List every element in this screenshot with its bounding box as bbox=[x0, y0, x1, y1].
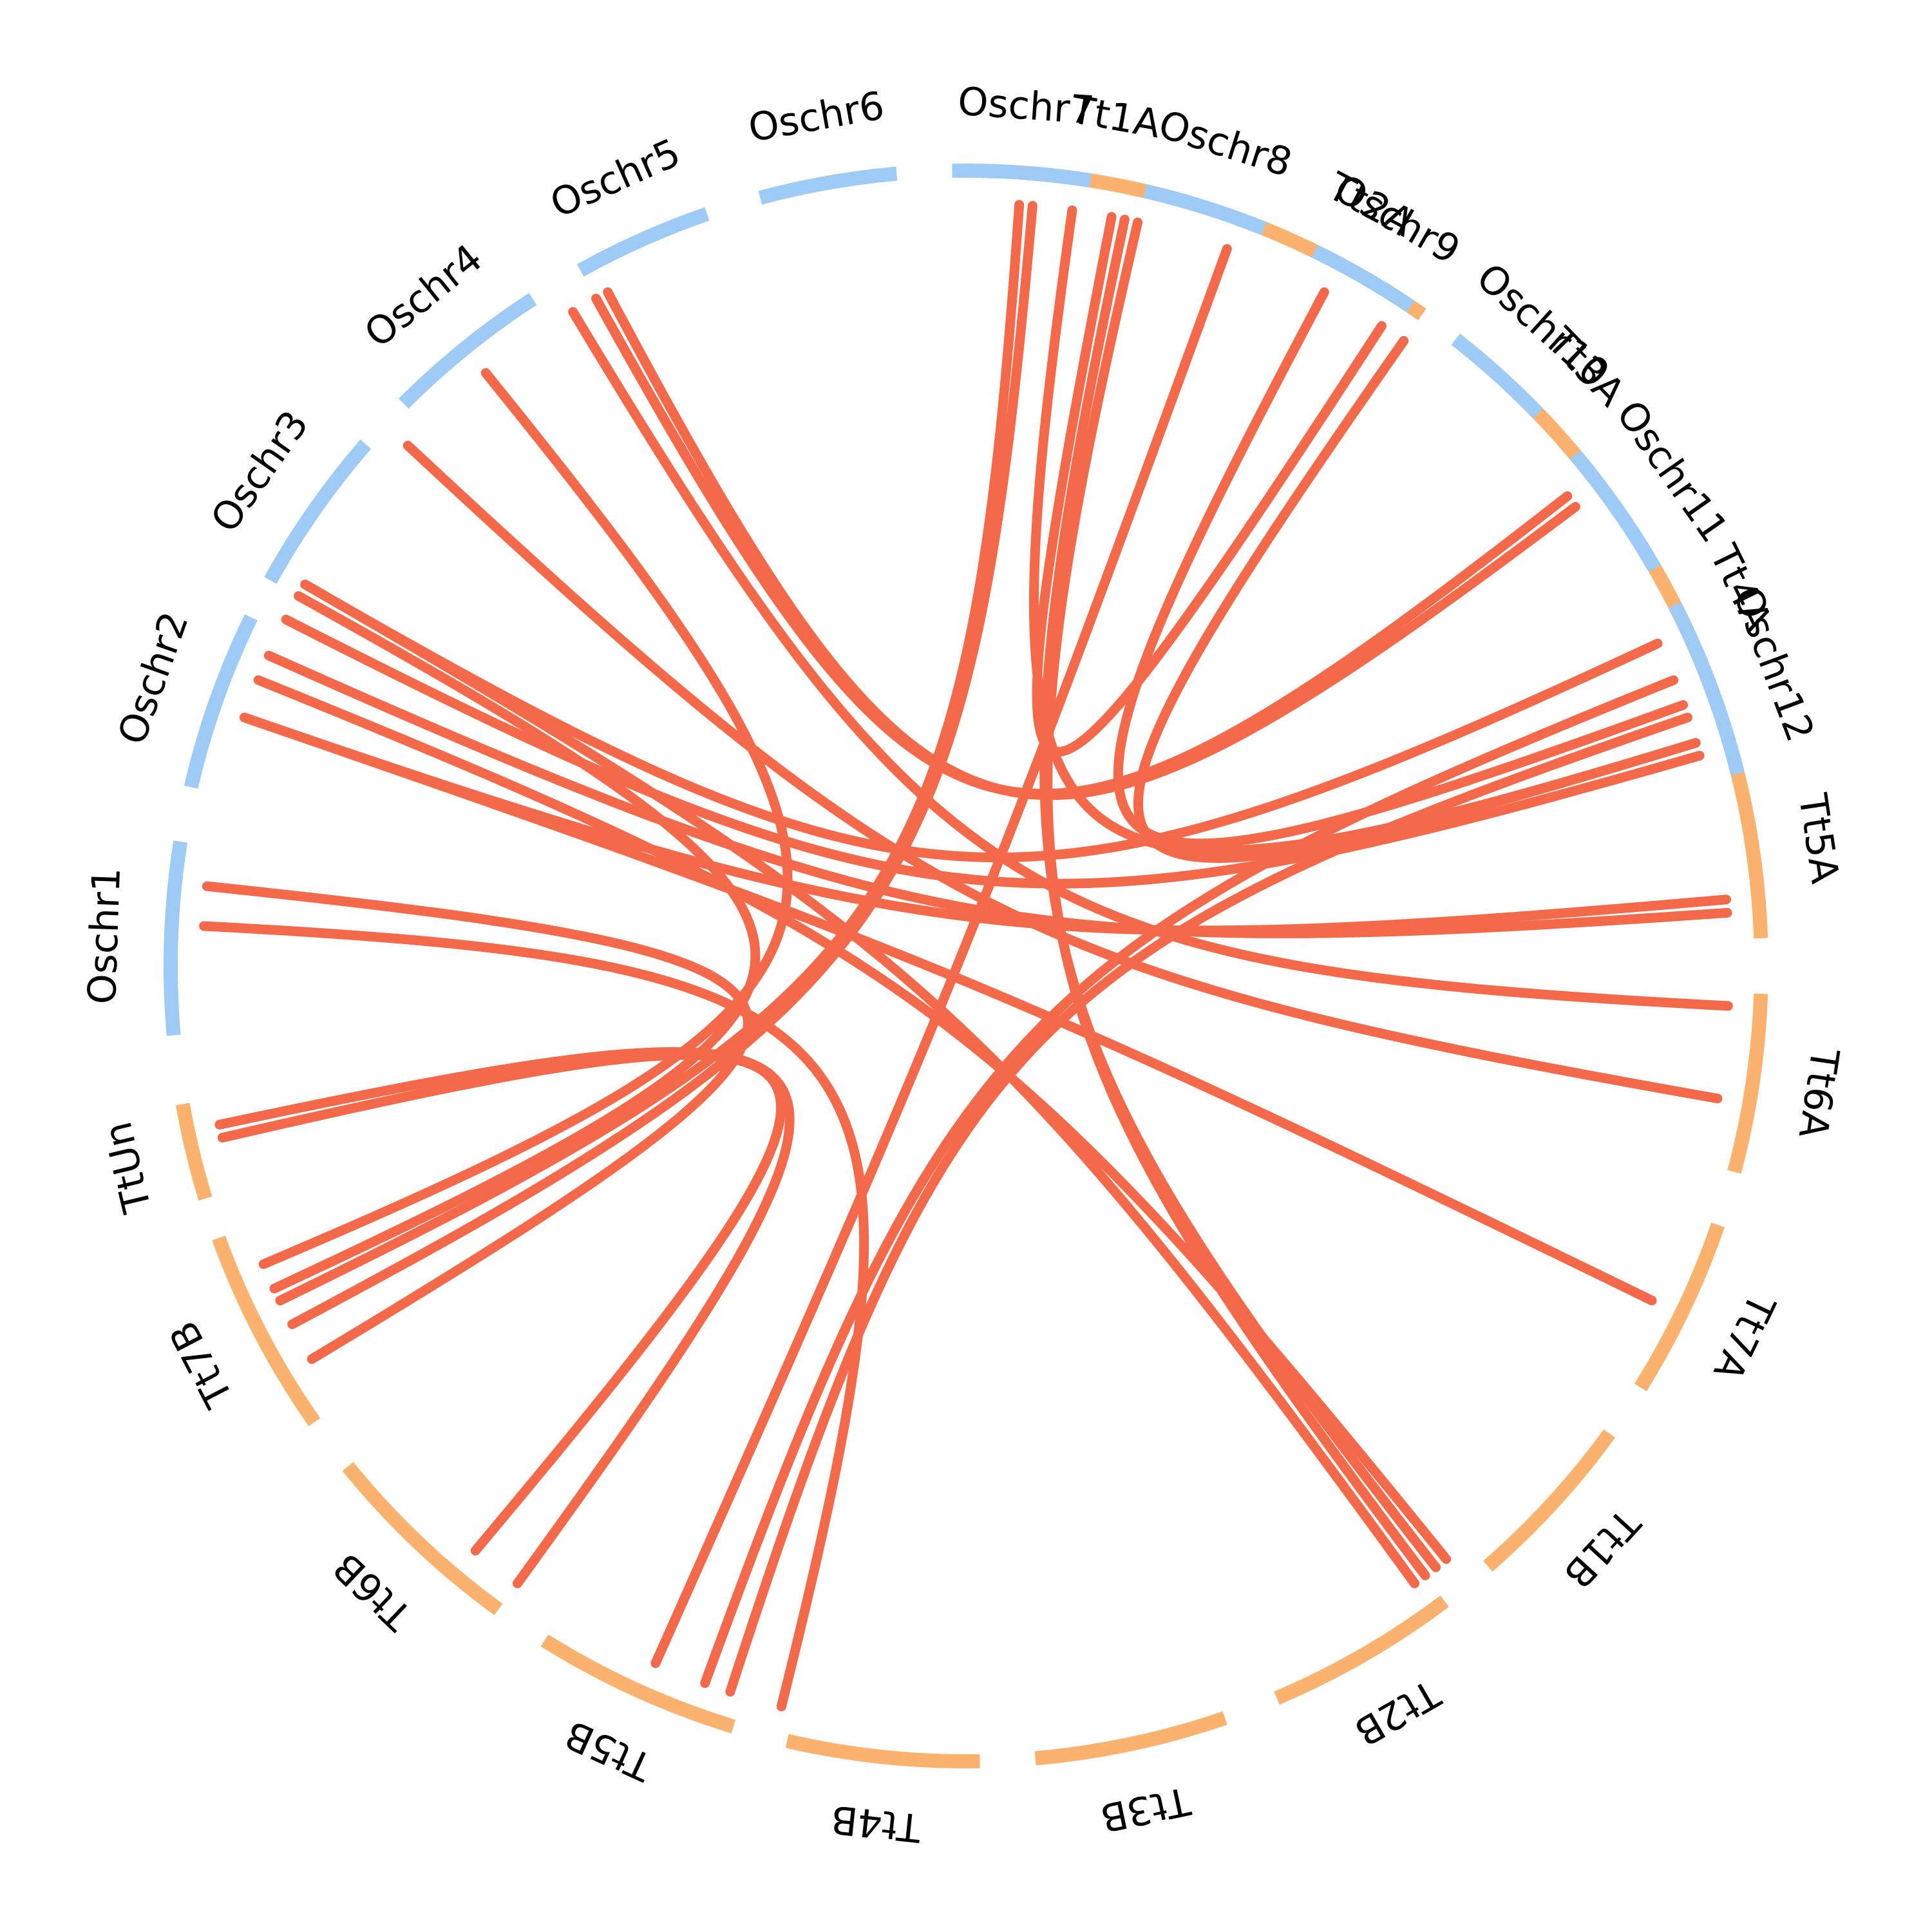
link-tt2b-oschr7-16 bbox=[1043, 217, 1430, 1580]
chromosome-tt2b bbox=[1274, 1595, 1449, 1705]
link-tt6b-oschr3-23 bbox=[217, 1050, 786, 1556]
label-tt6b: Tt6B bbox=[325, 1544, 421, 1639]
link-tt7b-oschr4-28 bbox=[258, 368, 793, 1269]
label-tt4b: Tt4B bbox=[829, 1796, 923, 1850]
label-tt2b: Tt2B bbox=[1347, 1670, 1448, 1754]
label-ttun: TtUn bbox=[95, 1117, 160, 1218]
chromosome-tt6a bbox=[1727, 993, 1768, 1174]
chromosome-tt7b bbox=[212, 1235, 321, 1426]
link-tt6a-oschr1-12 bbox=[402, 440, 1723, 1104]
link-tt7b-oschr7-25 bbox=[287, 201, 1037, 1329]
link-tt2a-oschr12-4 bbox=[1133, 336, 1701, 863]
chromosome-oschr5 bbox=[576, 207, 710, 277]
chromosome-oschr11 bbox=[1569, 450, 1662, 573]
synteny-links bbox=[199, 200, 1733, 1712]
label-tt5b: Tt5B bbox=[558, 1711, 659, 1790]
chromosome-oschr3 bbox=[264, 439, 372, 584]
chromosome-tt4b bbox=[785, 1734, 980, 1768]
label-tt1b: Tt1B bbox=[1555, 1499, 1649, 1596]
link-tt4a-oschr3-7 bbox=[300, 580, 1663, 862]
chromosome-oschr8 bbox=[1143, 184, 1267, 236]
link-tt6a-oschr6-11 bbox=[568, 307, 1733, 1011]
chromosome-tt1b bbox=[1483, 1429, 1616, 1572]
chromosome-ideogram bbox=[164, 164, 1768, 1768]
link-tt2b-oschr4-17 bbox=[300, 580, 1420, 1589]
chromosome-oschr4 bbox=[398, 293, 537, 409]
chromosome-oschr12 bbox=[1668, 601, 1745, 775]
chromosome-oschr7 bbox=[952, 164, 1092, 188]
label-tt7a: Tt7A bbox=[1704, 1286, 1784, 1387]
label-oschr1: Oschr1 bbox=[80, 867, 129, 1005]
link-tt7b-oschr2-24 bbox=[202, 881, 753, 1364]
label-oschr9: Oschr9 bbox=[1327, 166, 1468, 274]
label-oschr2: Oschr2 bbox=[109, 606, 198, 750]
chromosome-tt3b bbox=[1034, 1711, 1227, 1766]
chromosome-tt5a bbox=[1727, 758, 1768, 939]
label-oschr5: Oschr5 bbox=[544, 130, 687, 227]
label-tt7b: Tt7B bbox=[161, 1314, 243, 1415]
link-tt7a-oschr4-13 bbox=[240, 712, 1657, 1305]
link-tt5b-oschr12-19 bbox=[725, 712, 1692, 1697]
link-tt3a-oschr4-6 bbox=[603, 287, 1580, 800]
label-oschr7: Oschr7 bbox=[956, 79, 1096, 134]
chromosome-oschr6 bbox=[758, 166, 898, 205]
chromosome-tt6b bbox=[342, 1462, 503, 1616]
chromosome-tt5b bbox=[540, 1634, 736, 1734]
link-tt7b-oschr3-27 bbox=[269, 591, 761, 1294]
chromosome-oschr2 bbox=[184, 614, 258, 789]
chromosome-ttun bbox=[175, 1103, 213, 1201]
link-tt5b-oschr12-20 bbox=[700, 675, 1679, 1689]
link-tt2a-oschr11-2 bbox=[1113, 287, 1689, 849]
link-tt5a-oschr3-8 bbox=[281, 614, 1705, 889]
chromosome-labels: Tt1ATt2ATt3ATt4ATt5ATt6ATt7ATt1BTt2BTt3B… bbox=[80, 79, 1848, 1851]
chromosome-oschr10 bbox=[1451, 334, 1544, 419]
label-tt5a: Tt5A bbox=[1790, 790, 1848, 886]
label-oschr12: Oschr12 bbox=[1724, 581, 1823, 748]
link-tt1a-oschr12-1 bbox=[1029, 205, 1701, 856]
chromosome-oschr9 bbox=[1311, 245, 1415, 313]
link-tt7b-oschr7-26 bbox=[275, 200, 1025, 1305]
label-tt3b: Tt3B bbox=[1097, 1777, 1195, 1841]
chromosome-tt7a bbox=[1634, 1222, 1725, 1392]
label-tt6a: Tt6A bbox=[1790, 1045, 1848, 1141]
label-oschr8: Oschr8 bbox=[1153, 102, 1298, 186]
link-tt4b-oschr3-18 bbox=[199, 921, 869, 1712]
label-oschr6: Oschr6 bbox=[745, 83, 887, 151]
chromosome-oschr1 bbox=[164, 840, 188, 1036]
link-tt5b-oschr8-21 bbox=[650, 243, 1232, 1669]
